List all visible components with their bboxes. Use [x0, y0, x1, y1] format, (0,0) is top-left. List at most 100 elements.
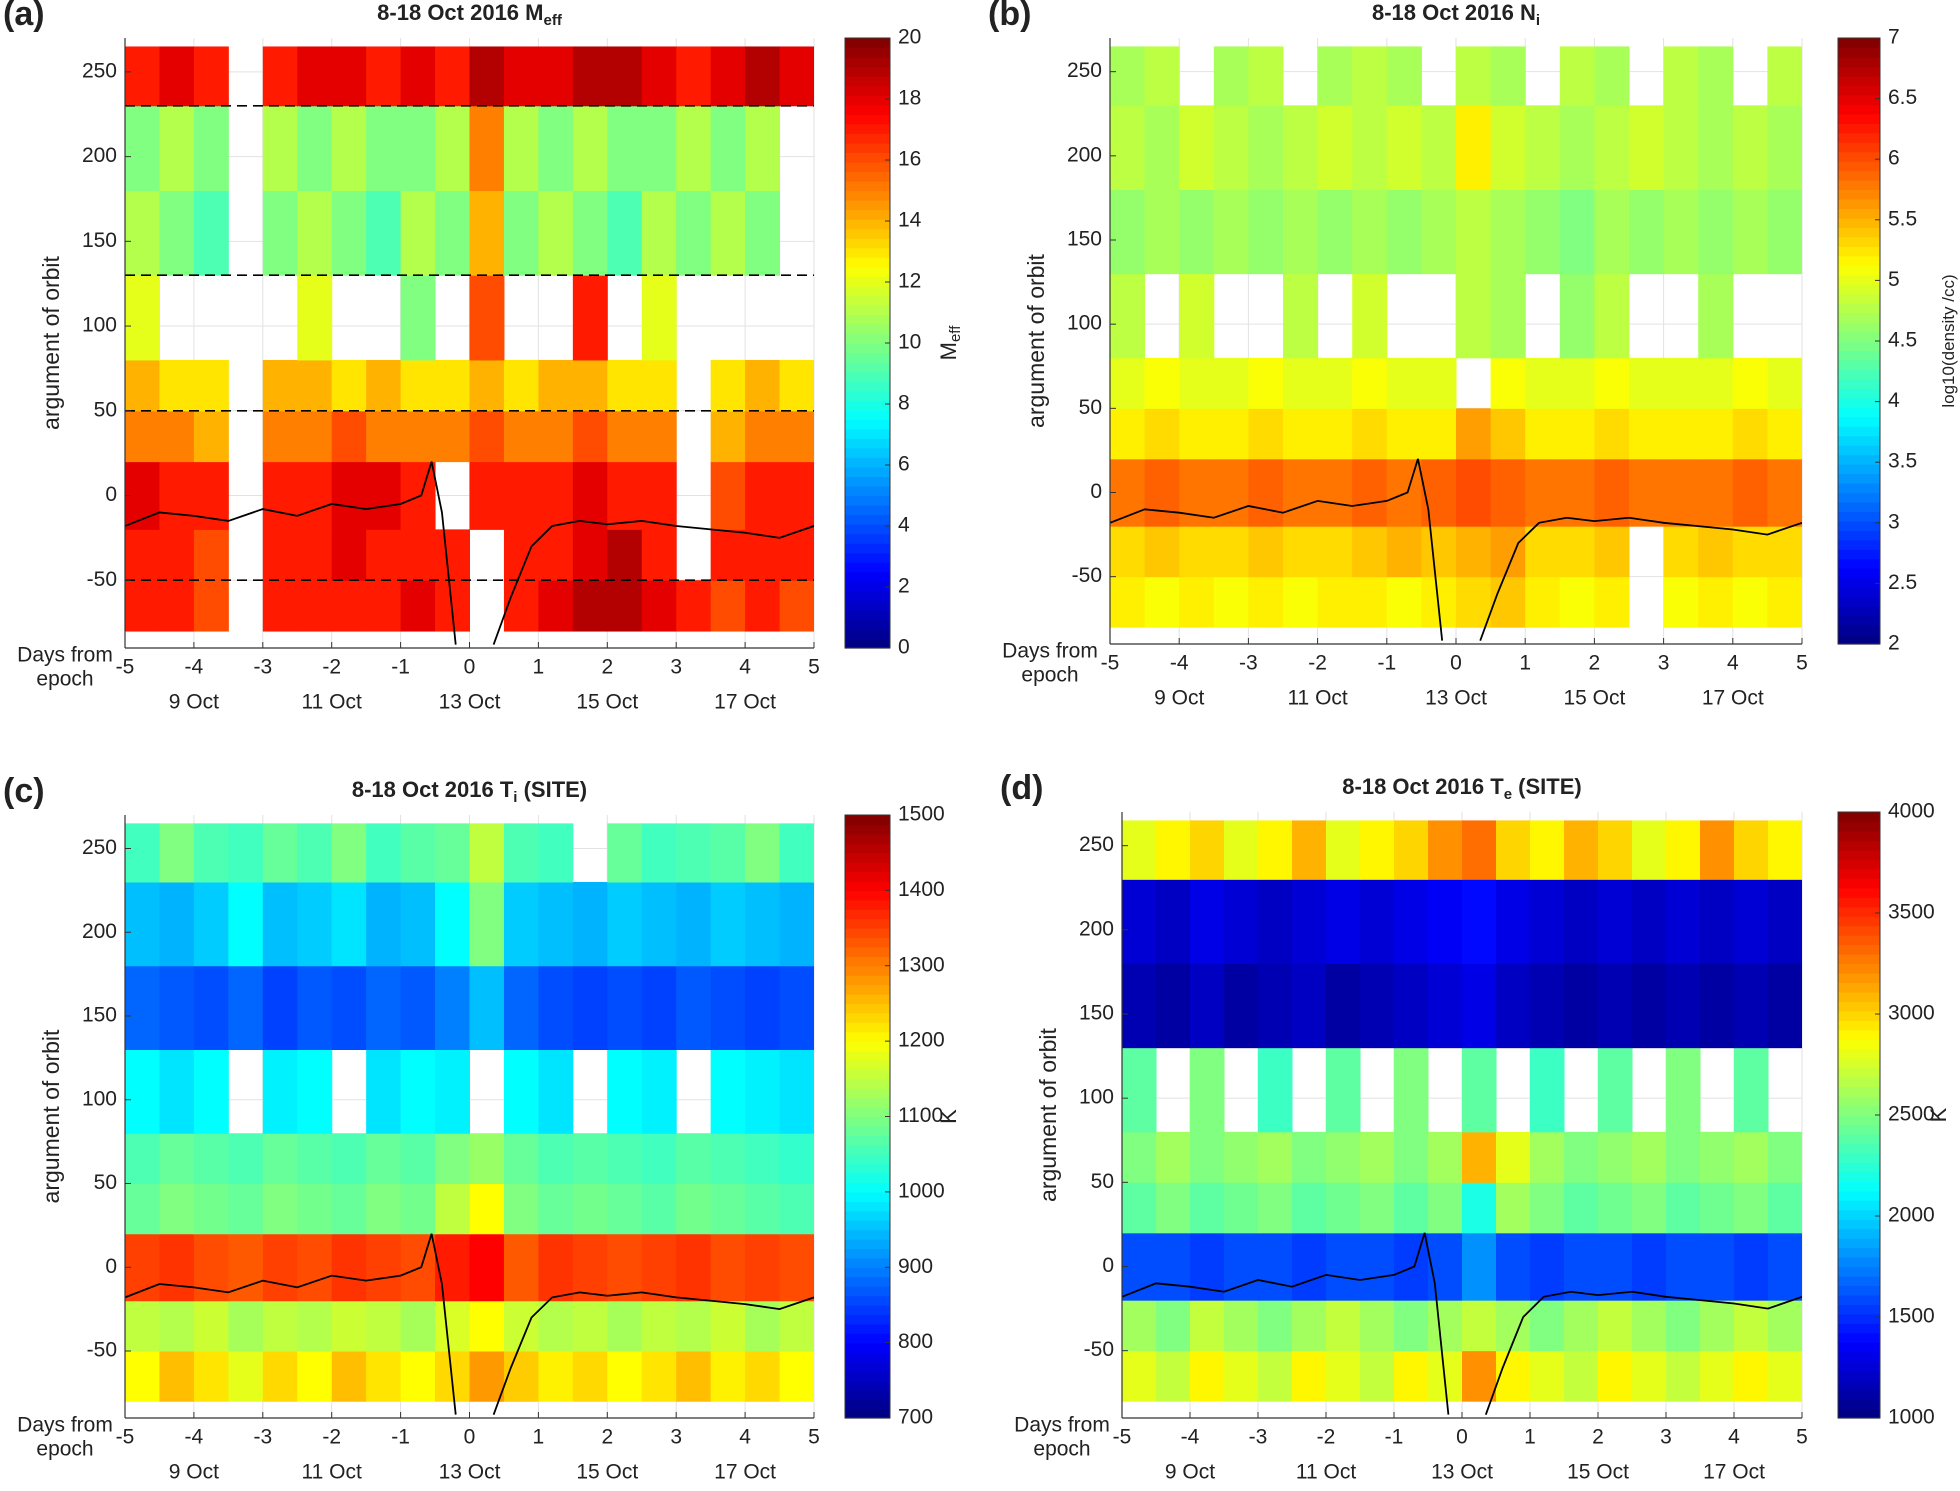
heatmap-cell — [400, 1233, 436, 1302]
y-tick-label: 250 — [82, 59, 117, 82]
heatmap-cell — [1326, 820, 1361, 880]
heatmap-cell — [1326, 963, 1361, 1049]
colorbar-tick-label: 14 — [898, 209, 922, 232]
heatmap-cell — [1462, 820, 1497, 880]
heatmap-cell — [1326, 1047, 1361, 1133]
heatmap-cell — [1122, 1300, 1157, 1352]
colorbar-swatch — [1838, 1219, 1880, 1230]
heatmap-cell — [1490, 357, 1526, 409]
heatmap-cell — [1700, 820, 1735, 880]
colorbar-swatch — [1838, 539, 1880, 550]
epoch-line — [125, 1233, 814, 1415]
colorbar-swatch — [1838, 350, 1880, 361]
colorbar-swatch — [1838, 217, 1880, 228]
colorbar-swatch — [845, 1003, 890, 1014]
heatmap-cell — [193, 882, 229, 967]
colorbar-swatch — [845, 533, 890, 544]
heatmap-cell — [193, 1183, 229, 1235]
colorbar-swatch — [1838, 1190, 1880, 1201]
heatmap-cell — [710, 105, 746, 191]
heatmap-cell — [1258, 1232, 1293, 1301]
heatmap-cell — [331, 882, 367, 967]
y-tick-label: 250 — [1079, 833, 1114, 856]
colorbar-swatch — [845, 543, 890, 554]
x-axis-label: Days from — [1014, 1414, 1110, 1437]
x-tick-label: 5 — [1796, 1426, 1808, 1449]
heatmap-cell — [1156, 1300, 1191, 1352]
colorbar-swatch — [1838, 369, 1880, 380]
colorbar-swatch — [1838, 1275, 1880, 1287]
colorbar-tick-label: 6 — [1888, 147, 1900, 170]
heatmap-cell — [572, 965, 608, 1050]
title-subscript: eff — [543, 12, 562, 29]
heatmap-cell — [331, 410, 367, 463]
colorbar-tick-label: 16 — [898, 148, 921, 171]
heatmap-cell — [641, 529, 677, 581]
heatmap-cell — [572, 1233, 608, 1302]
heatmap-cell — [1386, 357, 1422, 409]
heatmap-cell — [572, 461, 608, 530]
heatmap-cell — [1352, 458, 1388, 527]
heatmap-cell — [159, 461, 195, 530]
colorbar-swatch — [1838, 916, 1880, 927]
heatmap-cell — [1732, 357, 1768, 409]
x-tick-label: 3 — [1660, 1426, 1672, 1449]
heatmap-cell — [1144, 526, 1180, 578]
date-tick-label: 15 Oct — [1563, 687, 1625, 710]
colorbar-swatch — [845, 571, 890, 582]
heatmap-cell — [193, 1133, 229, 1184]
colorbar-swatch — [845, 552, 890, 563]
y-tick-label: 50 — [1079, 396, 1102, 419]
heatmap-cell — [710, 410, 746, 463]
title-text: 8-18 Oct 2016 T — [1342, 774, 1504, 799]
heatmap-cell — [572, 882, 608, 967]
colorbar-swatch — [845, 600, 890, 611]
colorbar-swatch — [1838, 1228, 1880, 1239]
heatmap-cell — [1490, 273, 1526, 359]
heatmap-cell — [1122, 1182, 1157, 1234]
colorbar-swatch — [845, 1078, 890, 1089]
heatmap-cell — [193, 359, 229, 412]
heatmap-cell — [1598, 1182, 1633, 1234]
heatmap-cell — [400, 359, 436, 412]
heatmap-cell — [1394, 879, 1429, 964]
title-suffix: (SITE) — [517, 777, 587, 802]
y-tick-label: 100 — [82, 1087, 117, 1110]
colorbar-tick-label: 2 — [1888, 632, 1900, 655]
date-tick-label: 17 Oct — [714, 691, 776, 714]
heatmap-cell — [1698, 273, 1734, 359]
colorbar-swatch — [845, 1220, 890, 1231]
colorbar-swatch — [845, 419, 890, 430]
colorbar-tick-label: 10 — [898, 331, 921, 354]
heatmap-cell — [366, 1351, 402, 1402]
heatmap-cell — [779, 529, 814, 581]
heatmap-cell — [1663, 408, 1699, 460]
y-axis-label: argument of orbit — [38, 255, 64, 429]
heatmap-cell — [1525, 458, 1561, 527]
heatmap-cell — [1421, 408, 1457, 460]
heatmap-cell — [676, 823, 712, 883]
colorbar-swatch — [845, 485, 890, 497]
heatmap-cell — [1530, 1350, 1565, 1402]
x-tick-label: 5 — [808, 656, 820, 679]
heatmap-cell — [572, 275, 608, 361]
y-tick-label: 100 — [1079, 1086, 1114, 1109]
colorbar-tick-label: 6.5 — [1888, 86, 1917, 109]
heatmap-cell — [1394, 1131, 1429, 1183]
colorbar-swatch — [1838, 435, 1880, 446]
heatmap-cell — [641, 275, 677, 361]
x-tick-label: -2 — [1308, 652, 1327, 675]
y-tick-label: 0 — [1090, 480, 1102, 503]
heatmap-cell — [710, 1300, 746, 1352]
colorbar-swatch — [1838, 982, 1880, 993]
colorbar-label: log10(density /cc) — [1939, 274, 1958, 407]
heatmap-cell — [1598, 1350, 1633, 1402]
x-tick-label: -4 — [185, 1426, 204, 1449]
colorbar-swatch — [1838, 1039, 1880, 1050]
colorbar-tick-label: 2500 — [1888, 1103, 1935, 1126]
heatmap-cell — [745, 1351, 781, 1402]
heatmap-cell — [1698, 105, 1734, 190]
colorbar-swatch — [1838, 1010, 1880, 1021]
x-tick-label: -3 — [253, 656, 272, 679]
heatmap-cell — [469, 275, 505, 361]
